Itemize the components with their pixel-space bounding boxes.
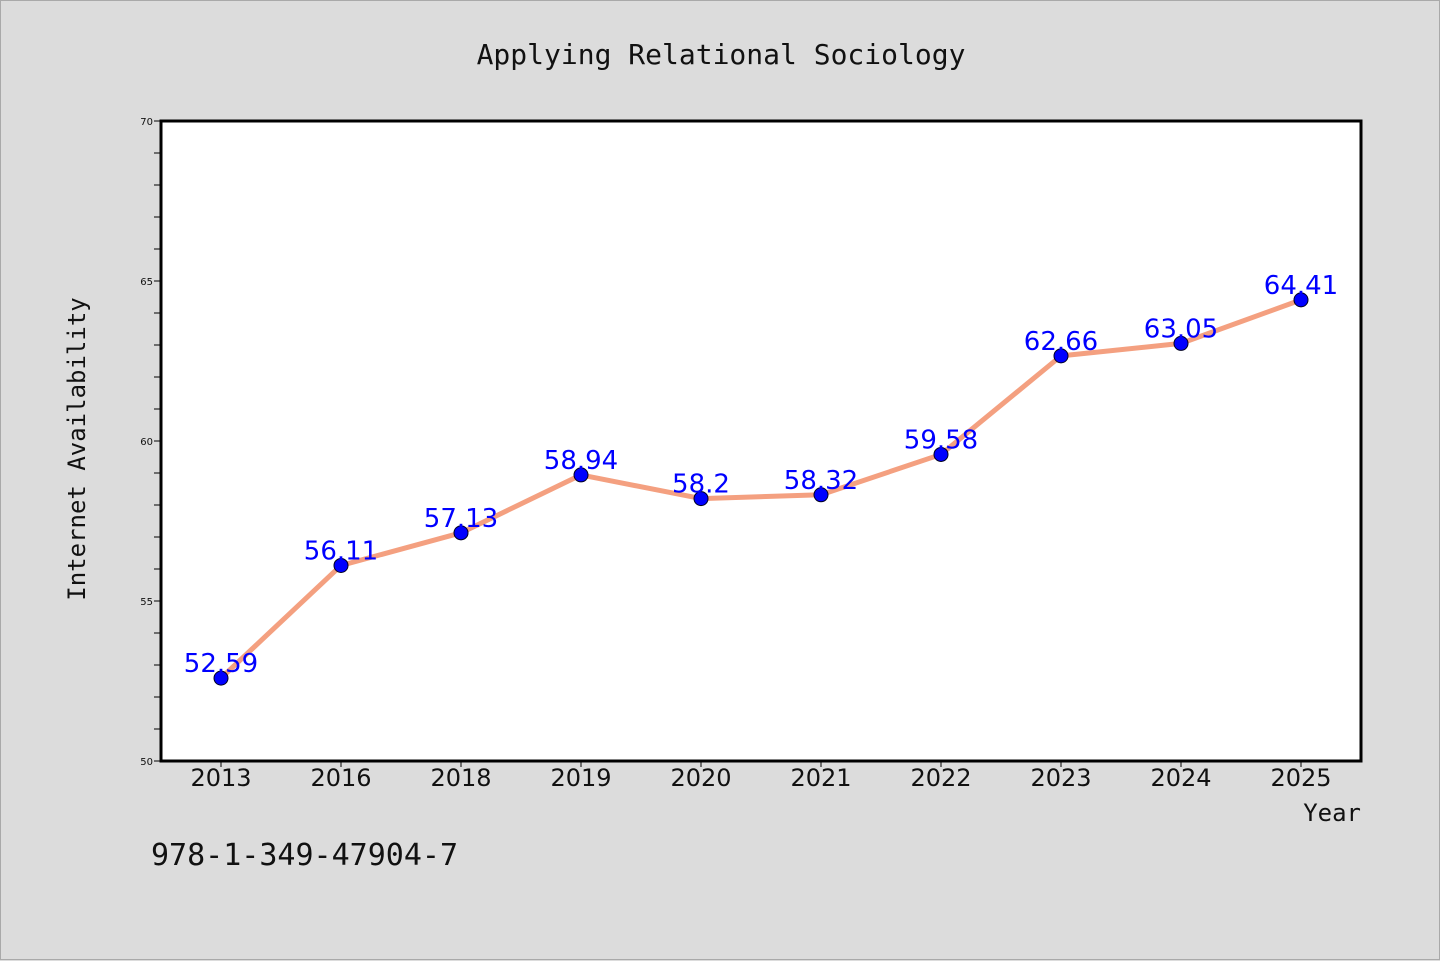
data-point-marker [813, 487, 829, 503]
data-label: 58.2 [672, 470, 730, 500]
data-point-marker [1173, 335, 1189, 351]
footer-isbn: 978-1-349-47904-7 [151, 838, 458, 873]
data-point-marker [213, 670, 229, 686]
y-tick-label: 60 [140, 437, 153, 448]
x-tick-label: 2024 [1150, 764, 1211, 792]
data-point-marker [1053, 348, 1069, 364]
data-point-marker [693, 491, 709, 507]
x-axis-label: Year [1303, 799, 1361, 827]
x-tick-label: 2018 [430, 764, 491, 792]
x-tick-label: 2019 [550, 764, 611, 792]
data-labels-layer: 52.59 56.11 57.13 58.94 58.2 58.32 59.58 62.66 6… [184, 271, 1338, 679]
y-tick-label: 70 [140, 117, 153, 128]
data-label: 56.11 [304, 536, 378, 566]
x-tick-label: 2020 [670, 764, 731, 792]
data-label: 64.41 [1264, 271, 1338, 301]
y-axis: 50 55 60 65 70 [140, 117, 161, 768]
data-label: 62.66 [1024, 327, 1098, 357]
data-point-marker [933, 446, 949, 462]
data-point-marker [333, 557, 349, 573]
y-tick-label: 50 [140, 757, 153, 768]
plot-area [159, 119, 1363, 763]
x-tick-label: 2022 [910, 764, 971, 792]
series-layer [213, 292, 1309, 686]
data-label: 58.32 [784, 466, 858, 496]
data-point-marker [573, 467, 589, 483]
data-label: 58.94 [544, 446, 618, 476]
x-axis: 2013 2016 2018 2019 2020 2021 2022 2023 2024 2025 [190, 761, 1332, 792]
data-label: 59.58 [904, 425, 978, 455]
y-tick-label: 55 [140, 597, 153, 608]
y-tick-label: 65 [140, 277, 153, 288]
data-point-marker [1293, 292, 1309, 308]
series-line [218, 297, 1304, 681]
data-point-marker [453, 525, 469, 541]
y-axis-label: Internet Availability [63, 297, 91, 600]
x-tick-label: 2025 [1270, 764, 1331, 792]
x-tick-label: 2021 [790, 764, 851, 792]
chart-title: Applying Relational Sociology [477, 38, 966, 71]
x-tick-label: 2016 [310, 764, 371, 792]
x-tick-label: 2013 [190, 764, 251, 792]
x-tick-label: 2023 [1030, 764, 1091, 792]
data-label: 57.13 [424, 504, 498, 534]
data-label: 52.59 [184, 649, 258, 679]
data-label: 63.05 [1144, 314, 1218, 344]
